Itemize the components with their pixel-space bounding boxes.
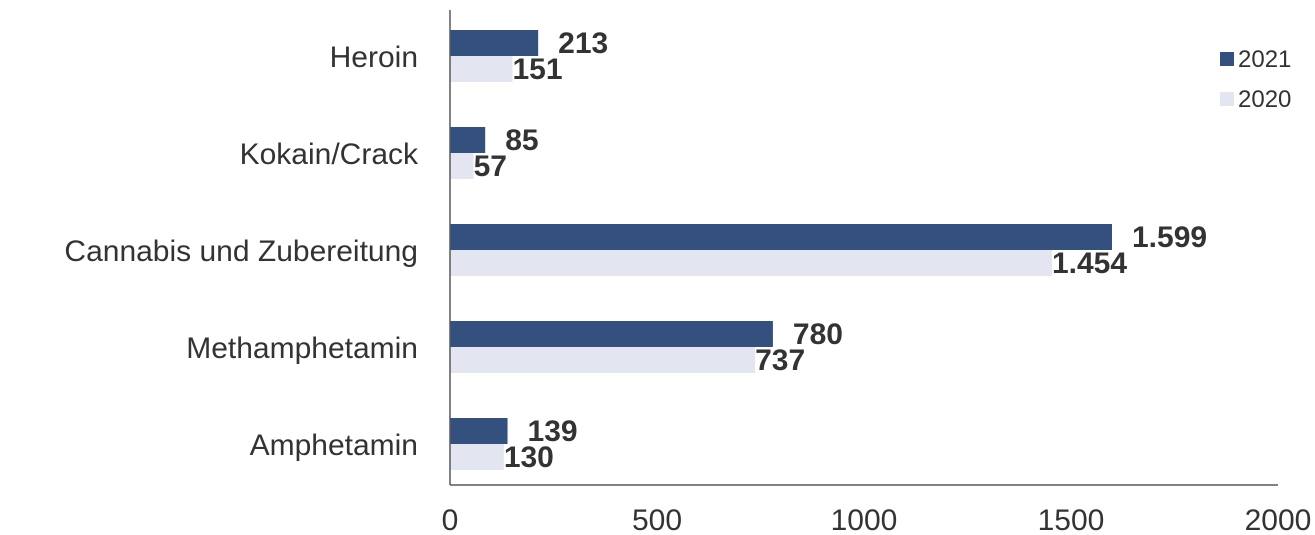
x-tick-label: 0	[442, 504, 459, 535]
value-label-2021: 139	[528, 415, 578, 448]
legend-label-2020: 2020	[1238, 86, 1291, 113]
bar-2020	[450, 153, 474, 179]
value-label-2020: 151	[513, 53, 563, 86]
legend-label-2021: 2021	[1238, 46, 1291, 73]
value-label-2021: 213	[558, 27, 608, 60]
x-axis-ticks-group: 0 500 1000 1500 2000	[442, 504, 1312, 535]
bar-2020	[450, 347, 756, 373]
x-tick-label: 1500	[1038, 504, 1105, 535]
category-label: Cannabis und Zubereitung	[64, 235, 418, 268]
bar-2021	[450, 418, 508, 444]
value-label-2020: 1.454	[1052, 247, 1127, 280]
value-label-2020: 737	[755, 344, 805, 377]
bar-2020	[450, 250, 1052, 276]
category-label: Heroin	[330, 41, 418, 74]
x-tick-label: 1000	[831, 504, 898, 535]
bar-2020	[450, 56, 513, 82]
value-label-2021: 85	[505, 124, 538, 157]
value-label-2020: 57	[474, 150, 507, 183]
legend-swatch-2020	[1220, 92, 1234, 106]
legend-swatch-2021	[1220, 52, 1234, 66]
bars-group	[450, 30, 1112, 470]
category-label: Methamphetamin	[186, 332, 418, 365]
category-labels-group: Heroin Kokain/Crack Cannabis und Zubereitu…	[64, 41, 419, 462]
legend: 2021 2020	[1220, 46, 1291, 113]
category-label: Amphetamin	[250, 429, 418, 462]
category-label: Kokain/Crack	[240, 138, 419, 171]
value-label-2021: 780	[793, 318, 843, 351]
bar-2021	[450, 127, 486, 153]
bar-2021	[450, 321, 773, 347]
x-tick-label: 500	[632, 504, 682, 535]
bar-2020	[450, 444, 504, 470]
x-tick-label: 2000	[1245, 504, 1312, 535]
bar-2021	[450, 224, 1112, 250]
bar-2021	[450, 30, 539, 56]
value-label-2020: 130	[504, 441, 554, 474]
value-label-2021: 1.599	[1132, 221, 1207, 254]
